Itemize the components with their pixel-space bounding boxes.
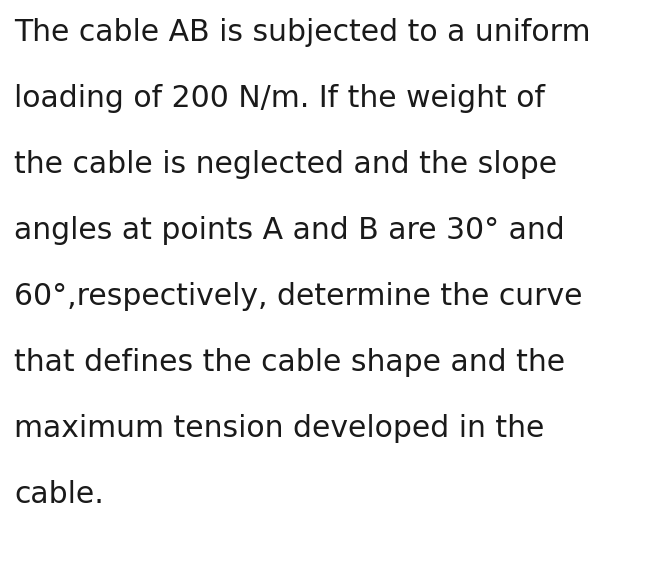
Text: maximum tension developed in the: maximum tension developed in the xyxy=(14,414,545,443)
Text: cable.: cable. xyxy=(14,480,104,509)
Text: loading of 200 N/m. If the weight of: loading of 200 N/m. If the weight of xyxy=(14,84,545,113)
Text: that defines the cable shape and the: that defines the cable shape and the xyxy=(14,348,565,377)
Text: the cable is neglected and the slope: the cable is neglected and the slope xyxy=(14,150,557,179)
Text: 60°,respectively, determine the curve: 60°,respectively, determine the curve xyxy=(14,282,582,311)
Text: The cable AB is subjected to a uniform: The cable AB is subjected to a uniform xyxy=(14,18,590,47)
Text: angles at points A and B are 30° and: angles at points A and B are 30° and xyxy=(14,216,565,245)
